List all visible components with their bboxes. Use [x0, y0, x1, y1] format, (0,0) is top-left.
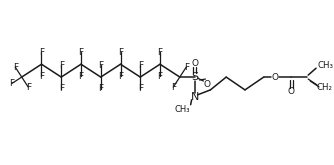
Text: CH₃: CH₃ — [175, 105, 190, 114]
Text: O: O — [191, 59, 198, 68]
Text: CH₃: CH₃ — [318, 61, 334, 70]
Text: F: F — [13, 63, 18, 72]
Text: F: F — [78, 48, 84, 57]
Text: F: F — [59, 84, 64, 93]
Text: F: F — [98, 61, 103, 70]
Text: F: F — [78, 72, 84, 81]
Text: F: F — [157, 72, 163, 81]
Text: F: F — [39, 48, 44, 57]
Text: F: F — [171, 82, 176, 92]
Text: O: O — [288, 87, 295, 96]
Text: F: F — [118, 48, 123, 57]
Text: N: N — [190, 92, 199, 102]
Text: F: F — [184, 63, 189, 72]
Text: F: F — [138, 61, 143, 70]
Text: O: O — [204, 81, 211, 89]
Text: F: F — [98, 84, 103, 93]
Text: F: F — [39, 72, 44, 81]
Text: F: F — [138, 84, 143, 93]
Text: F: F — [118, 72, 123, 81]
Text: F: F — [26, 82, 31, 92]
Text: F: F — [157, 48, 163, 57]
Text: F: F — [9, 79, 14, 88]
Text: O: O — [271, 73, 278, 82]
Text: CH₂: CH₂ — [317, 83, 333, 92]
Text: S: S — [191, 72, 198, 82]
Text: F: F — [59, 61, 64, 70]
